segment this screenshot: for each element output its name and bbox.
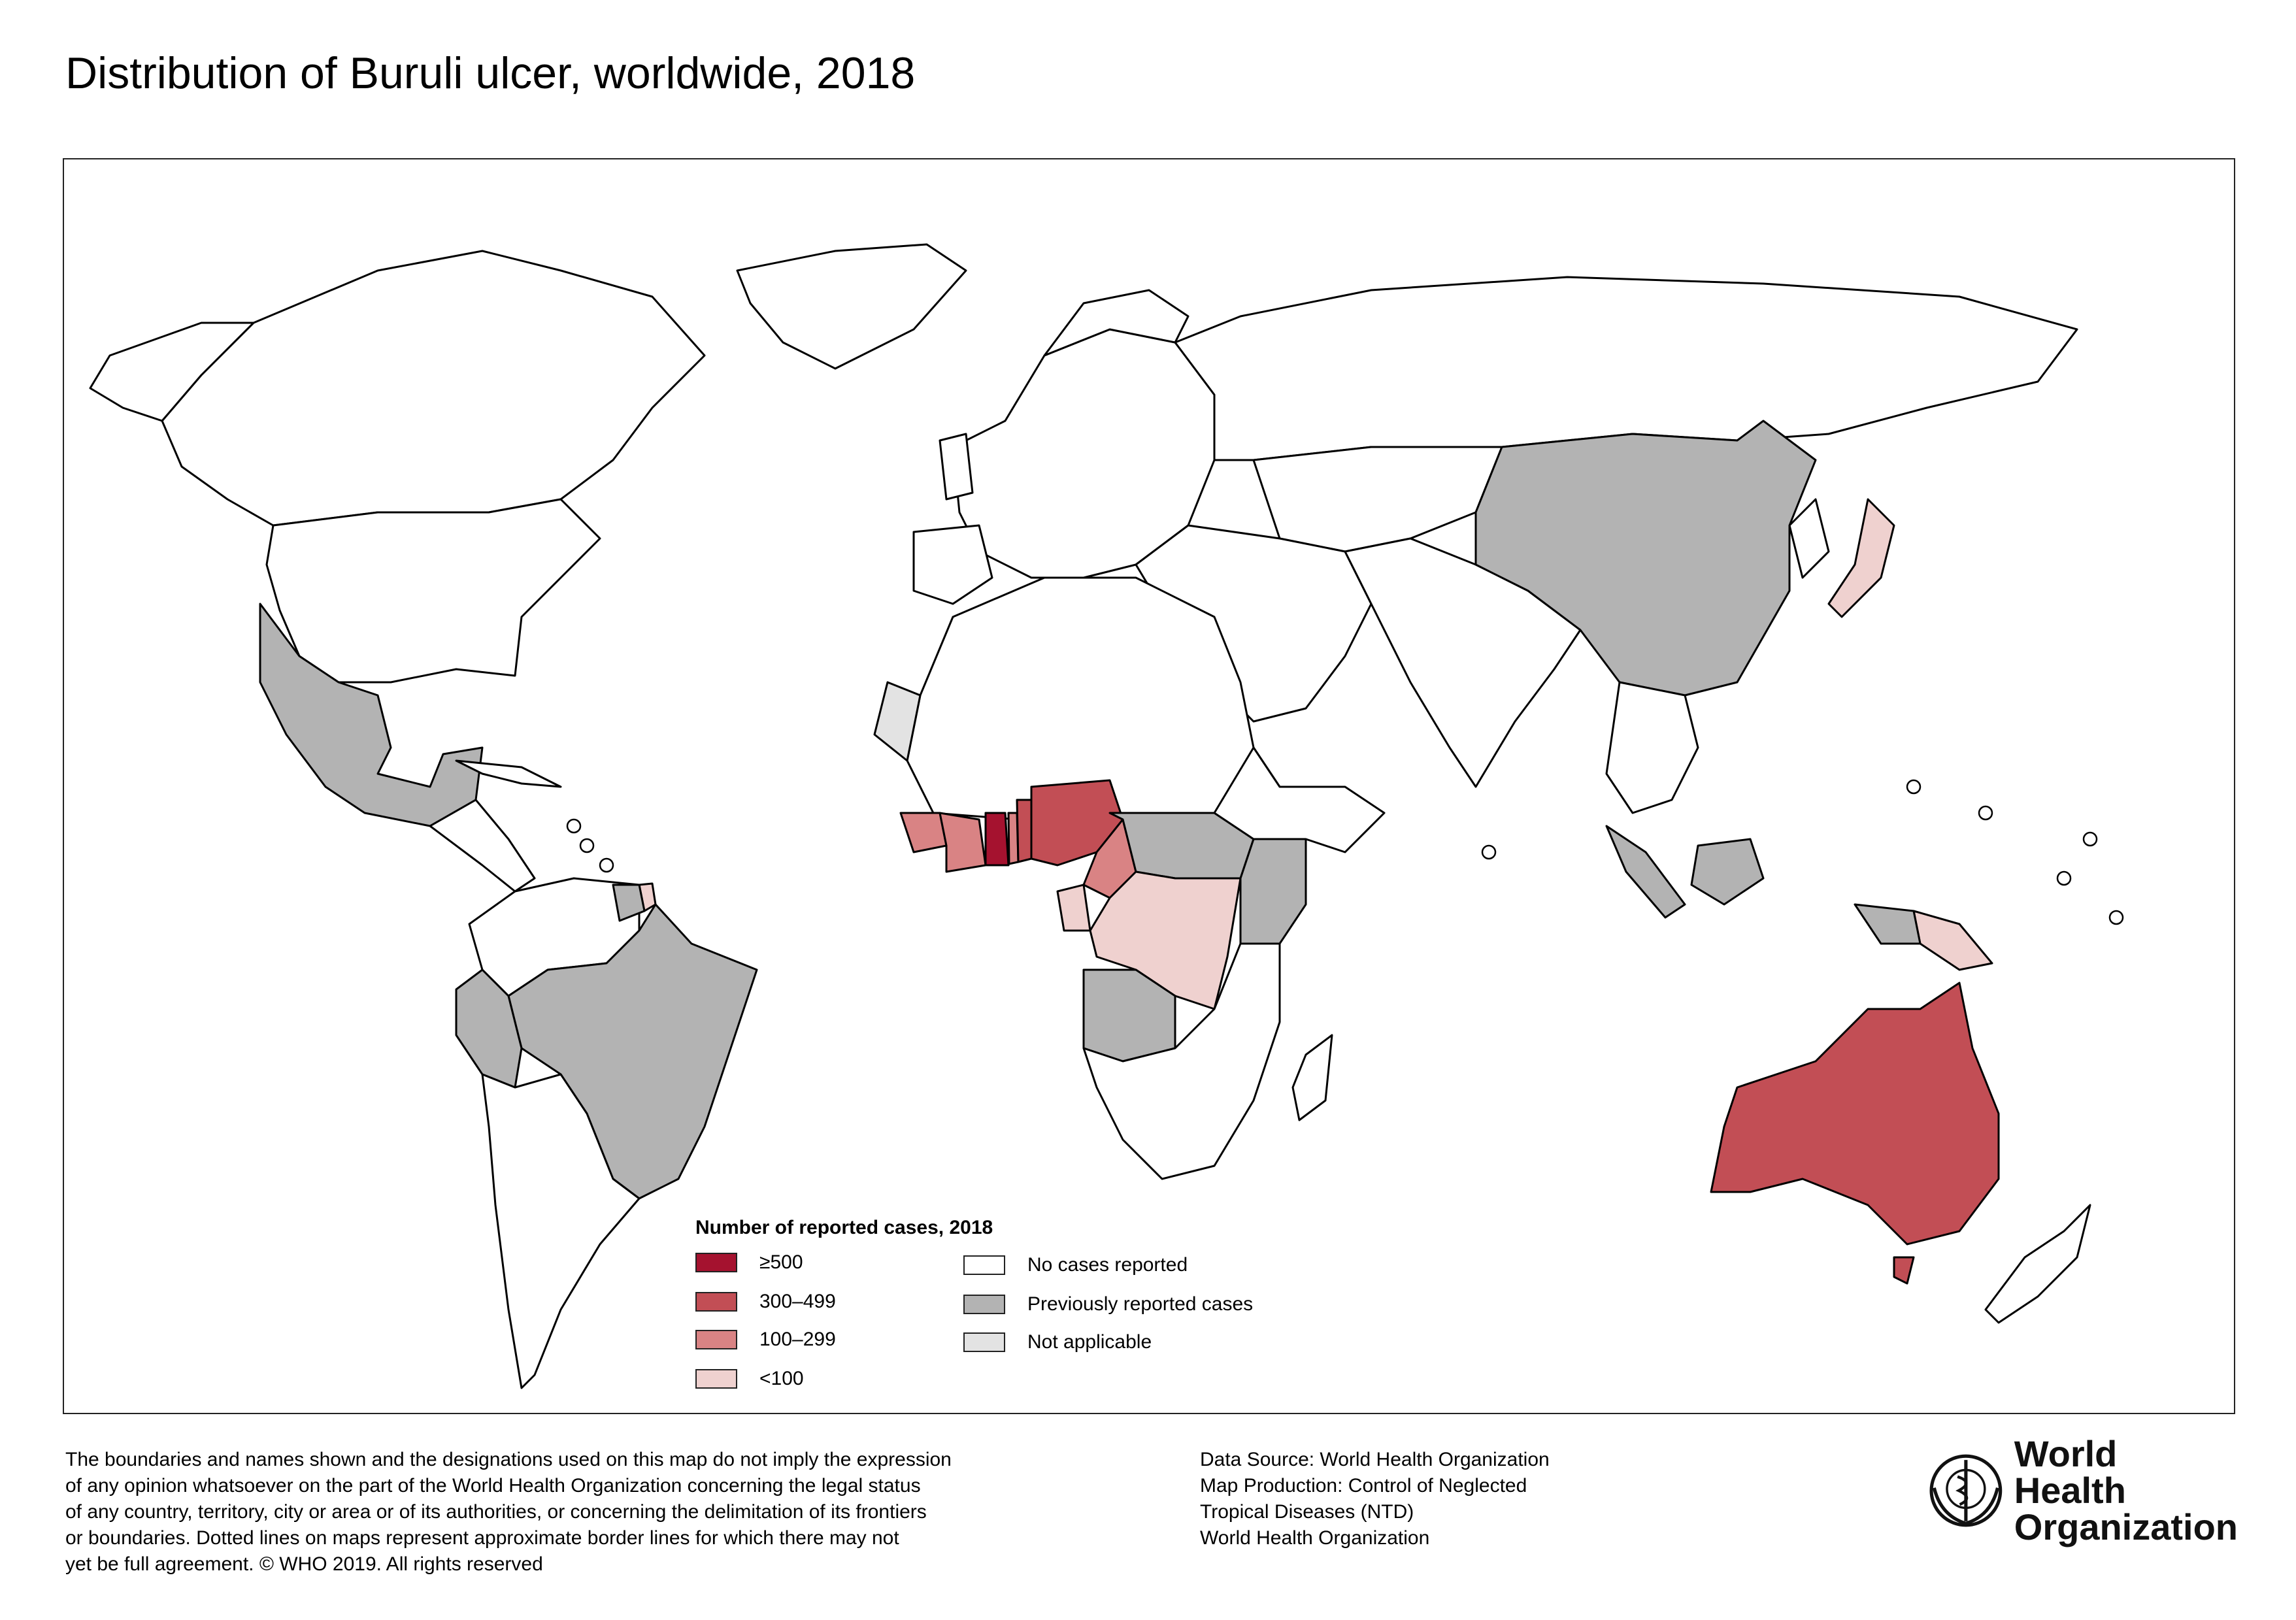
data-source: Data Source: World Health Organization M… xyxy=(1200,1447,1657,1551)
disclaimer-line: of any opinion whatsoever on the part of… xyxy=(65,1475,921,1496)
disclaimer-line: yet be full agreement. © WHO 2019. All r… xyxy=(65,1553,543,1575)
region-central-america xyxy=(429,799,536,893)
region-peru xyxy=(455,968,523,1089)
disclaimer-line: The boundaries and names shown and the d… xyxy=(65,1449,952,1470)
island-marker xyxy=(1978,805,1993,821)
region-china xyxy=(1474,420,1817,697)
legend-label: Previously reported cases xyxy=(1027,1293,1254,1315)
source-line: Data Source: World Health Organization xyxy=(1200,1449,1550,1470)
region-east-africa xyxy=(1239,838,1307,945)
region-iberia xyxy=(912,524,993,605)
disclaimer-line: or boundaries. Dotted lines on maps repr… xyxy=(65,1527,899,1549)
region-south-asia xyxy=(1344,537,1582,788)
legend-item: Previously reported cases xyxy=(963,1293,1253,1316)
legend-label: <100 xyxy=(759,1368,804,1389)
legend-title: Number of reported cases, 2018 xyxy=(695,1217,993,1238)
region-japan xyxy=(1827,498,1895,618)
region-new-guinea-west xyxy=(1854,903,1922,945)
region-central-asia xyxy=(1252,446,1503,553)
legend-item: ≥500 xyxy=(695,1251,803,1274)
who-wordmark-line: World Health xyxy=(2014,1433,2126,1511)
legend-swatch xyxy=(963,1255,1005,1275)
region-australia xyxy=(1710,982,2000,1246)
region-guinea xyxy=(899,812,948,853)
island-marker xyxy=(2108,910,2124,925)
region-korea xyxy=(1788,498,1830,579)
source-line: Tropical Diseases (NTD) xyxy=(1200,1501,1414,1523)
legend-swatch xyxy=(695,1369,737,1389)
legend-label: No cases reported xyxy=(1027,1254,1188,1276)
island-marker xyxy=(2056,870,2072,886)
legend-swatch xyxy=(695,1292,737,1312)
map-legend: Number of reported cases, 2018 ≥500 300–… xyxy=(695,1217,1414,1406)
world-map: Number of reported cases, 2018 ≥500 300–… xyxy=(63,158,2235,1414)
region-mexico xyxy=(259,603,484,827)
region-greenland xyxy=(736,243,967,370)
disclaimer: The boundaries and names shown and the d… xyxy=(65,1447,1085,1578)
region-ghana xyxy=(984,812,1010,867)
region-papua-new-guinea xyxy=(1912,910,1993,971)
region-alaska xyxy=(89,322,255,422)
who-logo: World Health Organization xyxy=(1924,1436,2238,1546)
who-emblem-icon xyxy=(1929,1454,2003,1527)
legend-swatch xyxy=(695,1253,737,1272)
island-marker xyxy=(1906,779,1922,795)
legend-item: Not applicable xyxy=(963,1331,1152,1354)
region-borneo xyxy=(1690,838,1765,906)
region-scandinavia xyxy=(1043,289,1190,357)
region-benin xyxy=(1016,799,1033,863)
region-southern-africa xyxy=(1082,942,1281,1180)
legend-swatch xyxy=(695,1330,737,1349)
disclaimer-line: of any country, territory, city or area … xyxy=(65,1501,927,1523)
island-marker xyxy=(566,818,582,834)
region-cuba xyxy=(455,759,562,788)
island-marker xyxy=(579,838,595,853)
legend-label: 100–299 xyxy=(759,1329,836,1350)
legend-swatch xyxy=(963,1332,1005,1352)
region-russia xyxy=(1174,276,2078,461)
legend-label: ≥500 xyxy=(759,1251,803,1273)
page-title: Distribution of Buruli ulcer, worldwide,… xyxy=(65,48,916,98)
legend-label: Not applicable xyxy=(1027,1331,1152,1353)
region-guyana xyxy=(612,884,646,922)
legend-item: <100 xyxy=(695,1367,804,1391)
legend-item: 300–499 xyxy=(695,1290,836,1314)
island-marker xyxy=(2082,831,2098,847)
region-new-zealand xyxy=(1984,1204,2091,1324)
region-southeast-asia xyxy=(1605,681,1699,814)
source-line: Map Production: Control of Neglected xyxy=(1200,1475,1527,1496)
island-marker xyxy=(1481,844,1497,860)
region-western-sahara xyxy=(873,681,922,762)
region-cote-divoire xyxy=(939,812,987,873)
region-sumatra xyxy=(1605,825,1686,919)
region-canada xyxy=(161,250,706,527)
region-uk xyxy=(939,433,974,501)
legend-item: No cases reported xyxy=(963,1253,1188,1277)
legend-swatch xyxy=(963,1295,1005,1314)
region-tasmania xyxy=(1893,1256,1915,1285)
region-madagascar xyxy=(1291,1034,1333,1121)
region-usa xyxy=(265,498,601,684)
world-map-svg xyxy=(89,243,2124,1389)
who-wordmark: World Health Organization xyxy=(2014,1436,2238,1546)
source-line: World Health Organization xyxy=(1200,1527,1430,1549)
island-marker xyxy=(599,857,614,873)
legend-label: 300–499 xyxy=(759,1291,836,1312)
region-horn-of-africa xyxy=(1213,746,1386,853)
region-gabon xyxy=(1056,884,1091,932)
who-wordmark-line: Organization xyxy=(2014,1506,2238,1547)
region-southern-cone xyxy=(481,1073,641,1389)
legend-item: 100–299 xyxy=(695,1328,836,1351)
